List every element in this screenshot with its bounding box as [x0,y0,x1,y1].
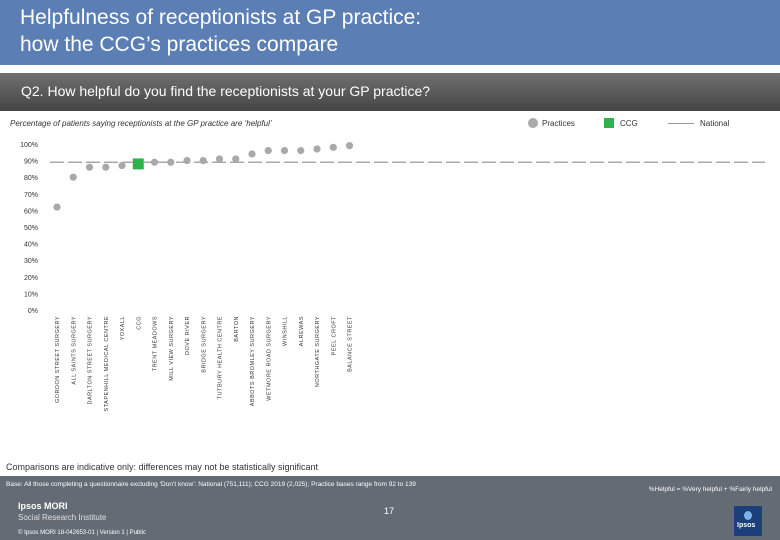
y-tick-label: 80% [24,175,38,182]
practice-point [150,158,159,166]
legend-national-label: National [700,119,730,128]
practice-point [199,157,207,165]
y-tick-label: 10% [24,291,38,298]
category-label: WINSHILL [283,316,289,346]
category-label: YOXALL [120,316,126,340]
practice-point [280,147,289,155]
y-tick-label: 100% [20,142,38,149]
footer: Base: All those completing a questionnai… [0,476,780,540]
practice-point [248,150,256,158]
y-tick-label: 20% [24,275,38,282]
chart-subtitle: Percentage of patients saying receptioni… [10,119,272,128]
category-label: PEEL CROFT [331,316,337,355]
legend-ccg-label: CCG [620,119,638,128]
legend-practices-label: Practices [542,119,575,128]
category-label: STAPENHILL MEDICAL CENTRE [104,316,110,411]
practice-point [183,157,191,165]
ipsos-badge-text: Ipsos [737,522,756,529]
practice-point [53,203,61,211]
question-text: Q2. How helpful do you find the receptio… [21,83,431,99]
category-label: DARLTON STREET SURGERY [88,316,94,405]
category-label: CCG [136,316,142,330]
copyright: © Ipsos MORI 18-042653-01 | Version 1 | … [18,530,146,536]
category-label: ALL SAINTS SURGERY [71,316,77,385]
practice-point [85,163,94,171]
category-label: TUTBURY HEALTH CENTRE [218,316,224,399]
y-tick-label: 40% [24,242,38,249]
y-tick-label: 90% [24,159,38,166]
logo-subtitle: Social Research Institute [18,513,107,522]
practice-point [329,143,337,151]
header-banner: Helpfulness of receptionists at GP pract… [0,0,780,65]
ipsos-badge-icon [744,511,752,520]
y-tick-label: 30% [24,258,38,265]
footnote: Comparisons are indicative only: differe… [6,462,318,472]
category-label: ABBOTS BROMLEY SURGERY [250,316,256,406]
practice-point [118,161,126,170]
y-tick-label: 60% [24,208,38,215]
ipsos-badge: Ipsos [734,506,762,536]
page-number: 17 [384,506,395,516]
practice-point [232,155,240,163]
y-tick-label: 70% [24,192,38,199]
title-line-2: how the CCG’s practices compare [20,33,339,56]
category-label: DOVE RIVER [185,316,191,355]
practice-point [69,173,77,181]
category-label: BRIDGE SURGERY [201,316,207,373]
legend-ccg-marker [604,118,614,128]
practice-point [215,155,224,163]
category-label: WETMORE ROAD SURGERY [266,316,272,401]
helpful-formula: %Helpful = %Very helpful + %Fairly helpf… [648,486,772,493]
practice-point [345,142,354,150]
category-label: TRENT MEADOWS [153,316,159,371]
question-band: Q2. How helpful do you find the receptio… [0,73,780,111]
practice-point [297,147,305,155]
ipsos-mori-logo: Ipsos MORI [18,501,68,511]
legend-practices-marker [528,118,538,128]
ccg-point [132,158,144,170]
category-label: BARTON [234,316,240,342]
chart: 0% 10% 20% 30% 40% 50% 60% 70% 80% 90% 100% GORDON … [20,142,765,411]
category-label: NORTHGATE SURGERY [315,316,321,387]
y-tick-label: 50% [24,225,38,232]
category-label: MILL VIEW SURGERY [169,316,175,381]
title-line-1: Helpfulness of receptionists at GP pract… [20,6,422,29]
category-label: ALREWAS [299,316,305,346]
base-note: Base: All those completing a questionnai… [6,481,416,488]
practice-point [264,147,272,155]
practice-point [313,145,321,153]
y-tick-label: 0% [28,308,38,315]
category-label: BALANCE STREET [348,316,354,372]
practice-point [102,163,110,171]
page-title: Helpfulness of receptionists at GP pract… [20,4,421,58]
practice-point [167,158,175,166]
legend-national-marker [668,123,694,124]
category-label: GORDON STREET SURGERY [55,316,61,403]
